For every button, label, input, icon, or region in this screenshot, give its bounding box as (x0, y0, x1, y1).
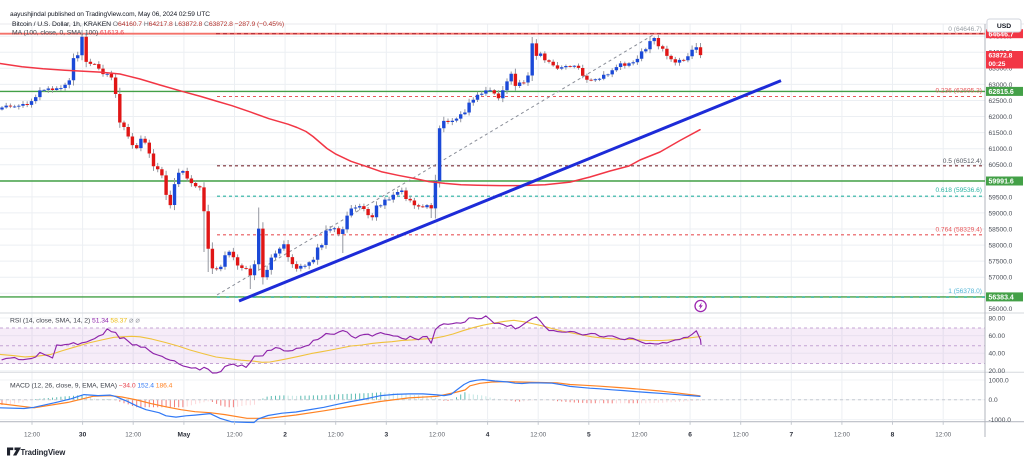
svg-text:6: 6 (688, 432, 692, 439)
svg-text:TradingView: TradingView (21, 448, 67, 457)
svg-text:12:00: 12:00 (834, 432, 850, 439)
svg-text:00:25: 00:25 (989, 61, 1006, 68)
svg-text:63872.8: 63872.8 (989, 53, 1013, 60)
svg-text:MA (100, close, 0, SMA, 100) 6: MA (100, close, 0, SMA, 100) 61613.6 (12, 30, 124, 37)
svg-text:12:00: 12:00 (935, 432, 951, 439)
svg-text:-1000.0: -1000.0 (989, 417, 1012, 424)
svg-text:3: 3 (384, 432, 388, 439)
svg-text:12:00: 12:00 (429, 432, 445, 439)
svg-text:56000.0: 56000.0 (989, 306, 1013, 313)
svg-text:56383.4: 56383.4 (989, 295, 1014, 302)
svg-text:0.236 (62695.3): 0.236 (62695.3) (935, 87, 982, 94)
svg-text:0.0: 0.0 (989, 397, 998, 404)
svg-text:40.00: 40.00 (989, 351, 1006, 358)
svg-text:80.00: 80.00 (989, 315, 1006, 322)
svg-text:0.5 (60512.4): 0.5 (60512.4) (943, 158, 982, 165)
svg-text:57500.0: 57500.0 (989, 259, 1013, 266)
svg-text:59500.0: 59500.0 (989, 194, 1013, 201)
svg-text:58000.0: 58000.0 (989, 243, 1013, 250)
svg-text:63000.0: 63000.0 (989, 82, 1013, 89)
svg-text:62500.0: 62500.0 (989, 98, 1013, 105)
svg-text:RSI (14, close, SMA, 14, 2) 5: RSI (14, close, SMA, 14, 2) 51.34 58.37 … (10, 316, 140, 325)
svg-text:12:00: 12:00 (328, 432, 344, 439)
svg-text:MACD (12, 26, close, 9, EMA, E: MACD (12, 26, close, 9, EMA, EMA) −34.0 … (10, 383, 173, 390)
svg-text:61000.0: 61000.0 (989, 146, 1013, 153)
svg-text:8: 8 (891, 432, 895, 439)
svg-text:0 (64646.7): 0 (64646.7) (948, 26, 982, 33)
svg-text:63500.0: 63500.0 (989, 66, 1013, 73)
svg-text:59991.6: 59991.6 (989, 179, 1014, 186)
svg-text:62000.0: 62000.0 (989, 114, 1013, 121)
svg-text:12:00: 12:00 (125, 432, 141, 439)
svg-text:12:00: 12:00 (530, 432, 546, 439)
svg-text:Bitcoin / U.S. Dollar, 1h, KRA: Bitcoin / U.S. Dollar, 1h, KRAKEN O64160… (12, 21, 284, 28)
svg-text:60.00: 60.00 (989, 333, 1006, 340)
svg-text:5: 5 (587, 432, 591, 439)
svg-text:aayushjindal published on Trad: aayushjindal published on TradingView.co… (10, 11, 210, 18)
svg-text:2: 2 (283, 432, 287, 439)
svg-text:12:00: 12:00 (733, 432, 749, 439)
svg-text:0.618 (59536.6): 0.618 (59536.6) (935, 187, 982, 194)
svg-text:64646.7: 64646.7 (989, 31, 1014, 38)
svg-text:60500.0: 60500.0 (989, 162, 1013, 169)
svg-text:0.764 (58329.4): 0.764 (58329.4) (935, 227, 982, 234)
svg-text:12:00: 12:00 (631, 432, 647, 439)
svg-text:12:00: 12:00 (24, 432, 40, 439)
svg-text:4: 4 (486, 432, 490, 439)
svg-text:7: 7 (789, 432, 793, 439)
svg-text:May: May (177, 432, 190, 439)
svg-text:USD: USD (997, 23, 1011, 30)
svg-text:1000.0: 1000.0 (989, 377, 1010, 384)
svg-text:1 (56378.0): 1 (56378.0) (948, 288, 982, 295)
svg-text:57000.0: 57000.0 (989, 275, 1013, 282)
svg-text:58500.0: 58500.0 (989, 226, 1013, 233)
svg-text:61500.0: 61500.0 (989, 130, 1013, 137)
svg-text:12:00: 12:00 (227, 432, 243, 439)
svg-text:59000.0: 59000.0 (989, 210, 1013, 217)
svg-text:30: 30 (79, 432, 87, 439)
svg-text:62815.6: 62815.6 (989, 89, 1014, 96)
svg-text:20.00: 20.00 (989, 368, 1006, 375)
